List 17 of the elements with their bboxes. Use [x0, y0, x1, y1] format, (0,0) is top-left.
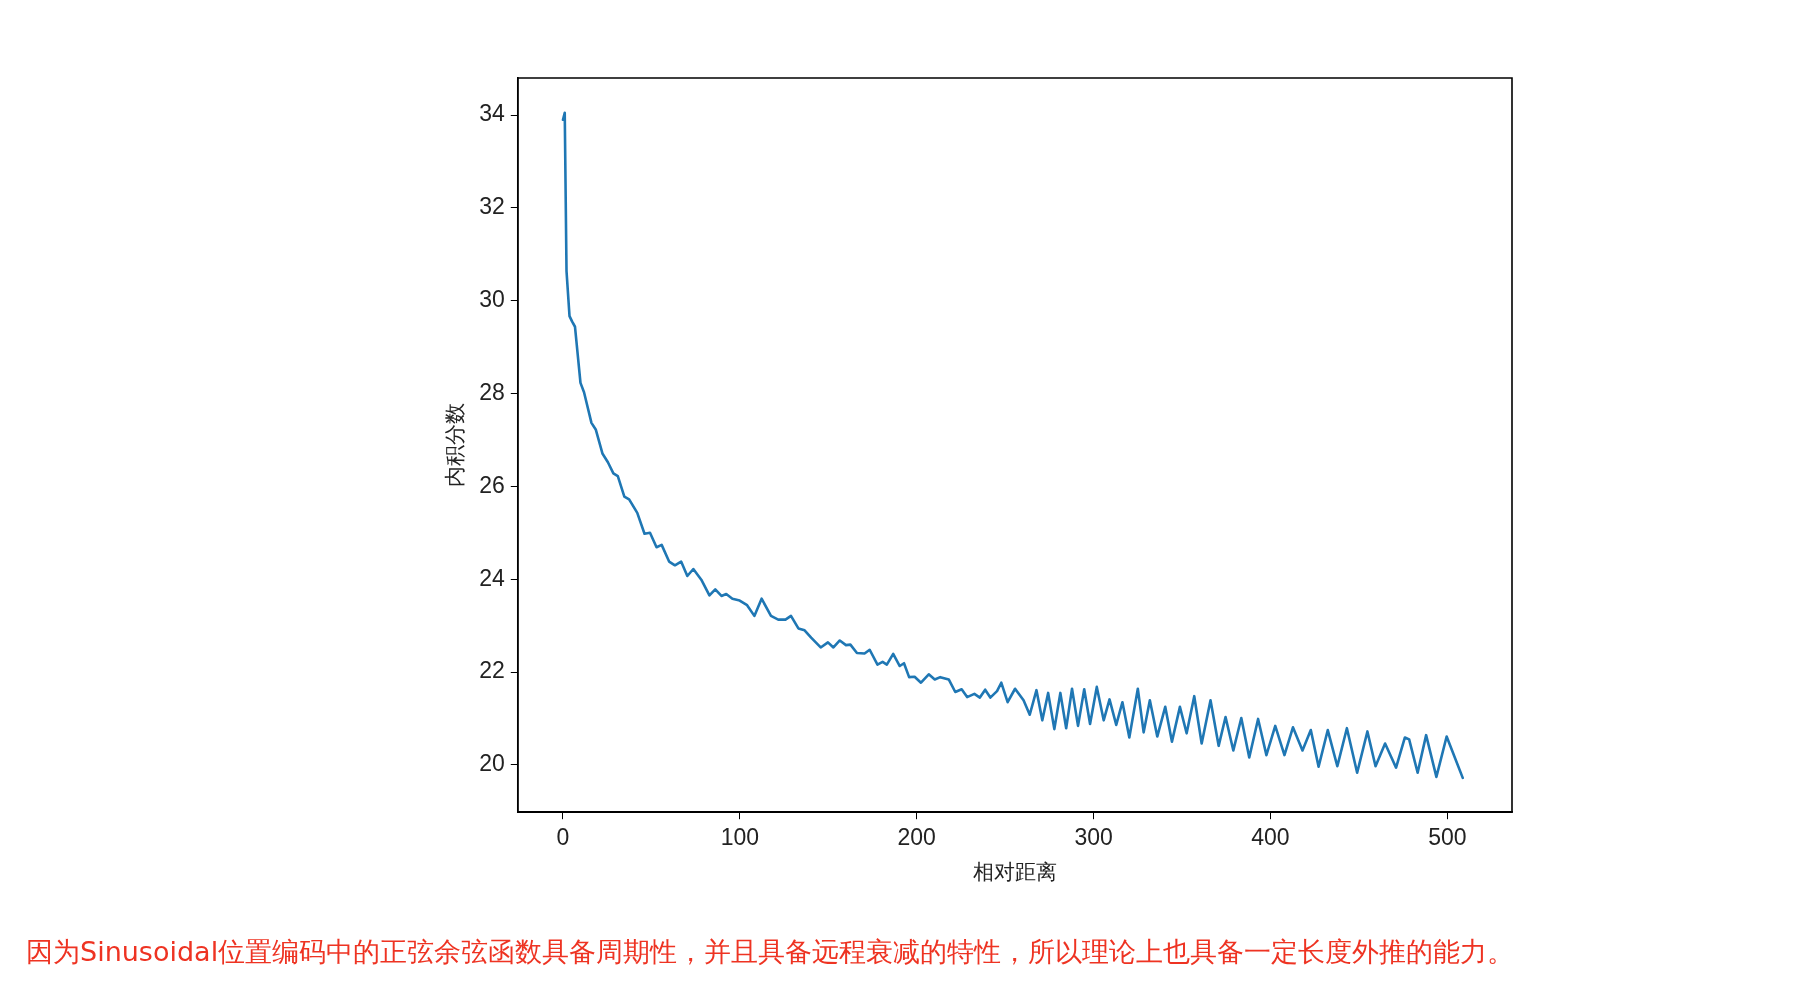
y-tick-label: 34	[479, 100, 505, 127]
y-tick-label: 30	[479, 286, 505, 313]
y-tick-label: 24	[479, 564, 505, 591]
y-tick-label: 26	[479, 471, 505, 498]
x-tick-label: 100	[720, 824, 760, 851]
y-tick-label: 32	[479, 193, 505, 220]
text: 因为Sinusoidal位置编码中的正弦余弦函数具备周期性，并且具备远程衰减的特性，所以理论上也具备一定长度外推的能力。	[26, 935, 1516, 969]
x-tick-label: 0	[556, 824, 570, 851]
y-tick-label: 20	[479, 750, 505, 777]
y-axis-title: 内积分数	[443, 403, 468, 488]
x-axis-title: 相对距离	[972, 859, 1057, 884]
x-tick-label: 300	[1074, 824, 1113, 851]
x-tick-label: 200	[897, 824, 936, 851]
y-tick-label: 22	[479, 657, 505, 684]
x-tick-label: 500	[1428, 824, 1467, 851]
x-tick-label: 400	[1251, 824, 1290, 851]
y-tick-label: 28	[479, 378, 505, 405]
